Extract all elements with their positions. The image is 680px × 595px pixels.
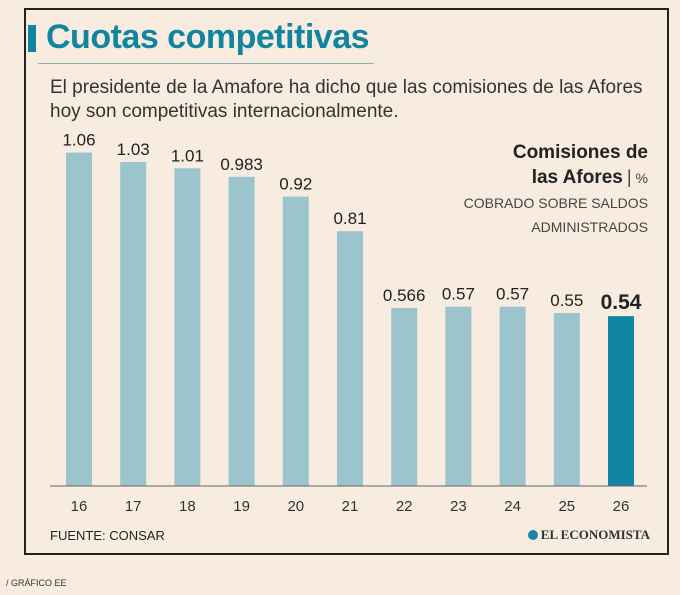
x-tick-26: 26 — [613, 498, 630, 515]
x-tick-18: 18 — [179, 498, 196, 515]
legend-separator: | — [626, 167, 632, 187]
bar-25 — [553, 313, 580, 486]
bar-17 — [120, 162, 147, 486]
legend-subtitle-line1: COBRADO SOBRE SALDOS — [463, 195, 648, 211]
bar-21 — [337, 231, 363, 486]
data-label-21: 0.81 — [333, 209, 366, 228]
title-underline — [38, 63, 374, 64]
data-label-25: 0.55 — [550, 291, 583, 310]
bar-24 — [499, 306, 526, 486]
data-label-19: 0.983 — [220, 155, 263, 174]
chart-frame — [24, 8, 669, 555]
data-label-17: 1.03 — [117, 140, 150, 159]
logo-dot-icon — [527, 530, 538, 540]
chart-legend: Comisiones de las Afores |% COBRADO SOBRE… — [464, 140, 648, 239]
legend-subtitle-line2: ADMINISTRADOS — [531, 219, 648, 235]
bar-22 — [391, 307, 418, 486]
x-tick-23: 23 — [450, 498, 467, 515]
x-tick-20: 20 — [287, 498, 304, 515]
x-tick-16: 16 — [71, 498, 88, 515]
graphic-credit: / GRÁFICO EE — [6, 578, 67, 588]
page-title: Cuotas competitivas — [46, 18, 370, 56]
x-tick-19: 19 — [233, 498, 250, 515]
data-label-23: 0.57 — [442, 285, 475, 304]
bar-18 — [174, 168, 201, 487]
x-tick-22: 22 — [396, 498, 413, 515]
legend-title-line1: Comisiones de — [512, 142, 648, 163]
bar-23 — [445, 306, 472, 486]
title-accent-bar — [28, 25, 36, 52]
data-label-16: 1.06 — [62, 131, 95, 150]
legend-unit: % — [635, 170, 648, 186]
data-label-22: 0.566 — [383, 286, 426, 305]
x-tick-24: 24 — [504, 498, 521, 515]
subtitle: El presidente de la Amafore ha dicho que… — [50, 77, 643, 122]
logo-text: EL ECONOMISTA — [540, 527, 650, 542]
data-label-24: 0.57 — [496, 285, 529, 304]
bar-19 — [228, 176, 255, 486]
data-label-18: 1.01 — [171, 146, 204, 165]
bar-16 — [66, 152, 92, 486]
bar-20 — [282, 196, 309, 487]
data-label-26: 0.54 — [601, 291, 642, 314]
legend-title-line2-row: las Afores |% — [464, 165, 648, 191]
x-tick-21: 21 — [342, 498, 359, 515]
source-note: FUENTE: CONSAR — [50, 528, 165, 543]
x-tick-25: 25 — [558, 498, 575, 515]
data-label-20: 0.92 — [279, 175, 312, 194]
bar-26 — [608, 316, 634, 486]
publisher-logo: EL ECONOMISTA — [527, 527, 650, 543]
x-tick-17: 17 — [125, 498, 142, 515]
legend-title-line2: las Afores — [531, 167, 623, 188]
